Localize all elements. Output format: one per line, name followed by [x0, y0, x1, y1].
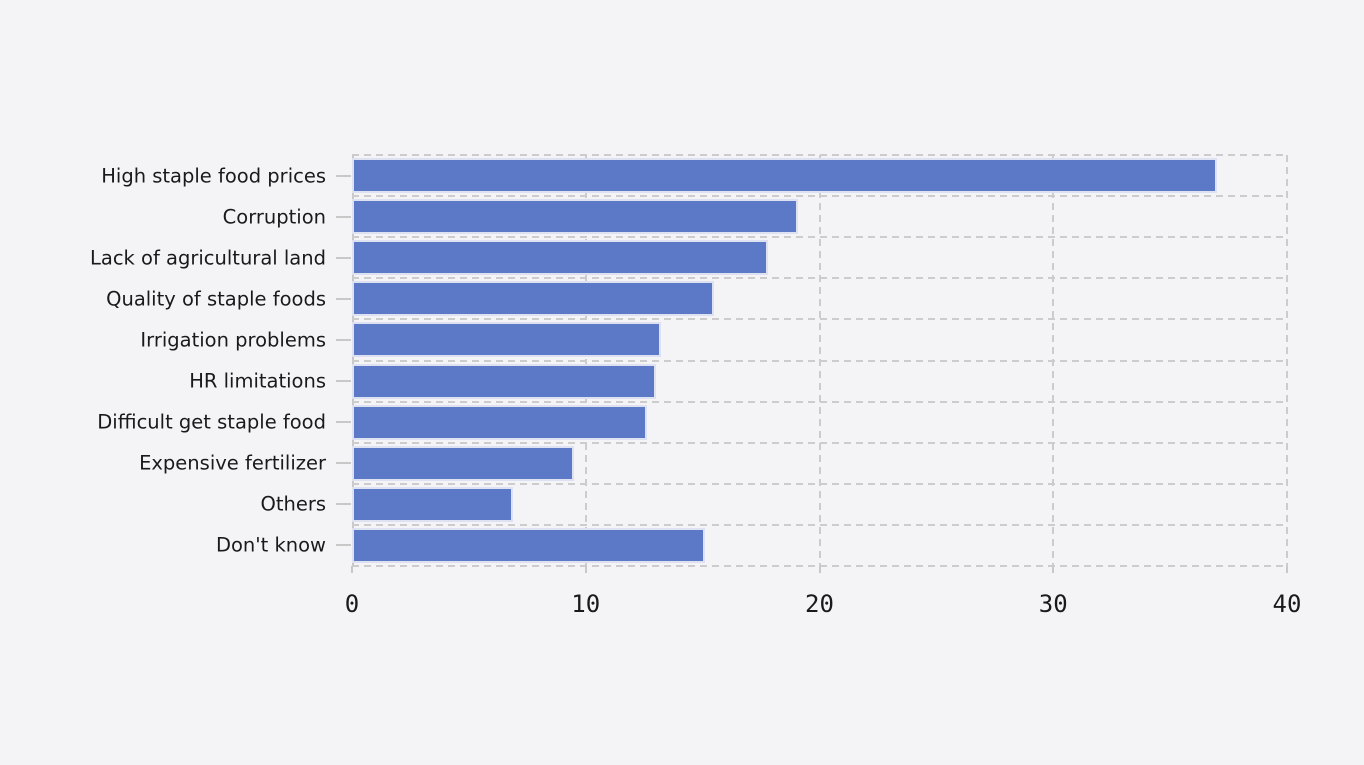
bar: [352, 199, 799, 235]
bar: [352, 281, 715, 317]
bar-row: [352, 237, 1287, 278]
x-tick-label: 40: [1272, 590, 1302, 618]
y-axis-tick: [336, 215, 351, 218]
bar: [352, 322, 661, 358]
y-axis-tick: [336, 380, 351, 383]
x-tick-label: 10: [571, 590, 601, 618]
plot-area: [336, 154, 1288, 573]
y-axis-tick: [336, 338, 351, 341]
category-label: High staple food prices: [101, 164, 326, 188]
category-label: Corruption: [222, 205, 326, 229]
y-axis-tick: [336, 256, 351, 259]
x-axis-tick: [818, 566, 821, 573]
x-axis-labels: 0 10 20 30 40: [345, 590, 1302, 622]
bar: [352, 527, 705, 563]
bar: [352, 240, 769, 276]
vertical-gridline: [818, 155, 821, 566]
x-axis-tick: [584, 566, 587, 573]
x-tick-label: 0: [344, 590, 360, 618]
category-label: Expensive fertilizer: [139, 451, 326, 475]
bar: [352, 486, 514, 522]
y-axis-tick: [336, 462, 351, 465]
y-axis-labels: High staple food prices Corruption Lack of…: [0, 155, 326, 566]
y-axis-tick: [336, 297, 351, 300]
x-tick-label: 30: [1038, 590, 1068, 618]
bar: [352, 404, 647, 440]
x-axis-tick: [1286, 566, 1288, 573]
y-axis-tick: [336, 421, 351, 424]
category-label: Lack of agricultural land: [90, 246, 326, 270]
category-label: Don't know: [215, 533, 326, 557]
bar-row: [352, 402, 1287, 443]
y-axis-tick: [336, 503, 351, 506]
category-label: Irrigation problems: [140, 328, 326, 352]
bar: [352, 445, 575, 481]
y-axis-tick: [336, 174, 351, 177]
x-tick-label: 20: [805, 590, 834, 618]
bar-row: [352, 278, 1287, 319]
vertical-gridline: [584, 155, 587, 566]
vertical-gridline: [1052, 155, 1055, 566]
bar: [352, 363, 656, 399]
bar-row: [352, 484, 1287, 525]
vertical-gridline: [1286, 155, 1288, 566]
category-label: Quality of staple foods: [106, 287, 326, 311]
bar-row: [352, 525, 1287, 566]
category-label: HR limitations: [189, 369, 326, 393]
category-label: Others: [260, 492, 326, 516]
bar: [352, 158, 1217, 193]
bar-row: [352, 155, 1287, 196]
bar-row: [352, 319, 1287, 360]
bar-row: [352, 361, 1287, 402]
bar-row: [352, 443, 1287, 484]
x-axis-tick: [351, 566, 353, 573]
x-axis-tick: [1052, 566, 1055, 573]
category-label: Difficult get staple food: [97, 410, 326, 434]
bar-row: [352, 196, 1287, 237]
y-axis-tick: [336, 544, 351, 547]
